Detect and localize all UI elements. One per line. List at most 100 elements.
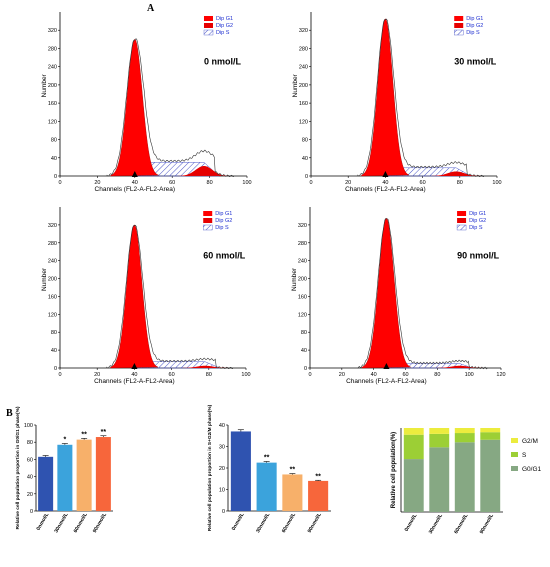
y-tick-label: 280 [298, 241, 307, 247]
bar [256, 462, 277, 511]
peak-marker-icon [131, 171, 138, 177]
panel-label-b: B [6, 408, 13, 419]
x-tick-label: 60 [169, 372, 175, 378]
x-axis-label: Channels (FL2-A-FL2-Area) [345, 186, 426, 193]
legend-label: Dip S [466, 30, 480, 36]
legend-swatch [203, 211, 213, 216]
histogram-3: 0 40 80 120 160 200 240 280 320 0 20 40 60 80 100 Chann… [41, 207, 251, 385]
y-tick-label: 100 [24, 423, 33, 429]
y-tick-label: 80 [302, 138, 308, 144]
y-tick-label: 200 [48, 277, 57, 283]
x-tick-label: 60 [420, 180, 426, 186]
y-tick-label: 40 [219, 423, 225, 429]
g1-peak [110, 39, 159, 177]
x-tick-label: 20 [94, 372, 100, 378]
y-tick-label: 160 [48, 101, 57, 107]
x-tick-label: 0 [308, 372, 311, 378]
y-axis-label: Relative cell population(%) [391, 432, 397, 508]
legend-label: Dip G1 [469, 211, 486, 217]
legend-swatch [203, 29, 214, 36]
y-tick-label: 120 [298, 312, 307, 318]
legend-label: Dip G1 [216, 16, 233, 22]
bar [308, 480, 329, 511]
bar-chart-2: 0 10 20 30 40 Relative cell population propor… [207, 404, 331, 534]
histogram-2: 0 40 80 120 160 200 240 280 320 0 20 40 60 80 100 Chann… [292, 12, 502, 193]
legend-label: Dip S [469, 225, 483, 231]
y-axis-label: Number [41, 73, 48, 97]
stack-segment [480, 428, 501, 433]
significance-mark: ** [315, 473, 321, 480]
y-axis-label: Relative cell population proportion in G… [15, 406, 21, 529]
stack-segment [403, 459, 424, 512]
x-axis-label: Channels (FL2-A-FL2-Area) [95, 186, 176, 193]
stack-segment [429, 428, 450, 434]
significance-mark: ** [264, 455, 270, 462]
histogram-outline [357, 18, 485, 177]
x-tick-label: 100 [241, 372, 250, 378]
x-tick-label: 60 [169, 180, 175, 186]
significance-mark: * [64, 436, 67, 443]
y-tick-label: 160 [298, 294, 307, 300]
x-tick-label: 80 [207, 180, 213, 186]
x-tick-label: 0nmol/L [231, 512, 246, 532]
x-tick-label: 40 [371, 372, 377, 378]
legend-swatch [203, 16, 213, 21]
y-tick-label: 120 [48, 119, 57, 125]
y-tick-label: 200 [48, 83, 57, 89]
legend-swatch [511, 466, 518, 471]
x-tick-label: 40 [382, 180, 388, 186]
x-tick-label: 80 [457, 180, 463, 186]
stack-segment [429, 447, 450, 512]
panel-label-a: A [147, 3, 155, 14]
g2-peak [433, 365, 486, 368]
y-tick-label: 160 [299, 101, 308, 107]
y-tick-label: 40 [27, 475, 33, 481]
legend-label: Dip G1 [466, 16, 483, 22]
legend-swatch [203, 224, 213, 231]
legend-label: Dip G2 [215, 218, 232, 224]
x-tick-label: 60 [402, 372, 408, 378]
legend-label: S [522, 452, 527, 459]
stacked-bar-chart: Relative cell population(%) 0nmol/L 30nmol… [391, 428, 542, 535]
x-tick-label: 90nmol/L [307, 512, 323, 534]
y-tick-label: 320 [299, 28, 308, 34]
y-tick-label: 40 [51, 156, 57, 162]
x-tick-label: 0 [58, 372, 61, 378]
histogram-outline [106, 38, 234, 177]
y-tick-label: 120 [299, 119, 308, 125]
histogram-outline [357, 218, 488, 370]
y-tick-label: 10 [219, 488, 225, 494]
dose-label: 0 nmol/L [204, 56, 242, 66]
y-tick-label: 40 [301, 348, 307, 354]
legend-swatch [454, 23, 464, 28]
x-tick-label: 0 [309, 180, 312, 186]
x-tick-label: 30nmol/L [53, 512, 69, 534]
histogram-outline [106, 224, 234, 370]
x-axis-label: Channels (FL2-A-FL2-Area) [94, 378, 175, 385]
bar [95, 437, 111, 511]
y-tick-label: 240 [299, 65, 308, 71]
x-tick-label: 80 [206, 372, 212, 378]
y-axis-label: Number [291, 267, 298, 291]
x-tick-label: 0 [58, 180, 61, 186]
y-tick-label: 40 [302, 156, 308, 162]
g2-peak [178, 165, 230, 176]
y-tick-label: 0 [30, 509, 33, 515]
histogram-1: 0 40 80 120 160 200 240 280 320 0 20 40 60 80 100 Chann… [41, 12, 252, 193]
stack-segment [403, 434, 424, 460]
stack-segment [454, 428, 475, 434]
x-tick-label: 20 [94, 180, 100, 186]
y-tick-label: 80 [27, 440, 33, 446]
peak-marker-icon [131, 363, 138, 369]
y-axis-label: Number [41, 267, 48, 291]
significance-mark: ** [101, 429, 107, 436]
y-tick-label: 280 [299, 46, 308, 52]
legend-label: Dip S [215, 225, 229, 231]
y-tick-label: 280 [48, 46, 57, 52]
x-tick-label: 100 [465, 372, 474, 378]
legend-swatch [457, 211, 467, 216]
x-tick-label: 30nmol/L [255, 512, 271, 534]
legend-label: Dip G2 [216, 23, 233, 29]
x-tick-label: 30nmol/L [428, 513, 444, 535]
